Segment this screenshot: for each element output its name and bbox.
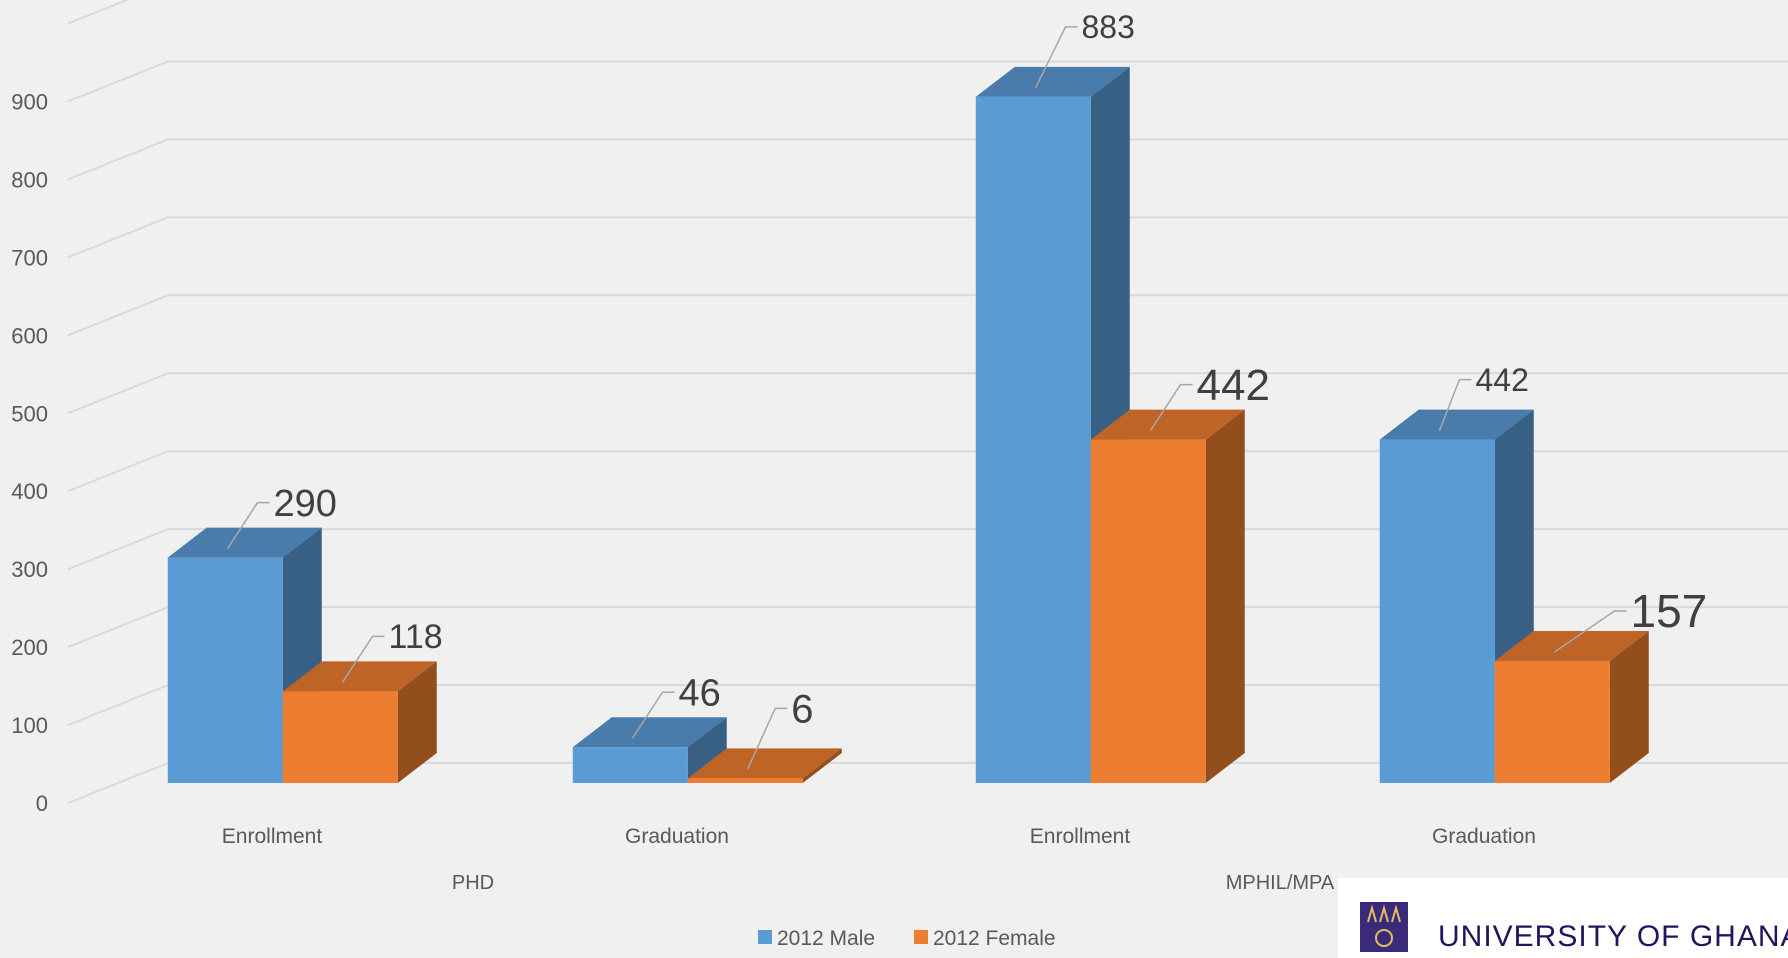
label-leader-line xyxy=(746,707,788,770)
bar-front-face xyxy=(1494,661,1610,783)
x-axis-labels: Enrollment Graduation Enrollment Graduation… xyxy=(222,825,1536,894)
data-label: 442 xyxy=(1476,362,1529,398)
university-emblem-icon xyxy=(1360,902,1408,952)
bar-front-face xyxy=(282,691,398,783)
legend: 2012 Male 2012 Female xyxy=(758,927,1056,950)
bar-side-face xyxy=(687,717,727,783)
data-label: 46 xyxy=(679,673,721,715)
data-label: 290 xyxy=(274,483,337,525)
bar-female xyxy=(282,661,437,783)
gridline xyxy=(67,60,1788,103)
bar-top-face xyxy=(687,748,842,779)
bar-front-face xyxy=(687,778,803,783)
bar-front-face xyxy=(167,557,283,783)
y-tick-label: 300 xyxy=(11,557,48,582)
bar-side-face xyxy=(1205,409,1245,783)
x-group-label: MPHIL/MPA xyxy=(1226,872,1335,894)
bar-top-face xyxy=(282,661,437,692)
bar-female xyxy=(687,748,842,783)
y-axis-ticks: 0 100 200 300 400 500 600 700 800 900 xyxy=(11,89,48,816)
legend-entry: 2012 Male xyxy=(777,927,875,950)
gridline xyxy=(67,528,1788,571)
bar-top-face xyxy=(572,717,727,748)
data-label: 883 xyxy=(1082,9,1135,45)
gridline xyxy=(67,216,1788,259)
label-leader-line xyxy=(1149,383,1193,431)
gridline xyxy=(67,372,1788,415)
label-leader-line xyxy=(631,691,675,739)
bar-front-face xyxy=(1090,439,1206,783)
y-tick-label: 0 xyxy=(36,791,48,816)
bar-male xyxy=(572,717,727,783)
gridlines xyxy=(67,0,1788,804)
legend-swatch xyxy=(758,930,772,944)
bar-female xyxy=(1494,631,1649,783)
y-tick-label: 600 xyxy=(11,323,48,348)
data-label: 118 xyxy=(389,618,443,656)
gridline xyxy=(67,450,1788,493)
y-tick-label: 900 xyxy=(11,89,48,114)
label-leader-line xyxy=(226,501,270,550)
y-tick-label: 100 xyxy=(11,713,48,738)
gridline xyxy=(67,0,130,25)
bar-front-face xyxy=(1379,439,1495,783)
y-tick-label: 500 xyxy=(11,401,48,426)
data-label: 6 xyxy=(791,687,813,731)
label-leader-line xyxy=(1034,26,1078,89)
x-category-label: Graduation xyxy=(625,825,729,848)
bar-front-face xyxy=(975,96,1091,783)
y-tick-label: 800 xyxy=(11,167,48,192)
legend-entry: 2012 Female xyxy=(933,927,1056,950)
label-leader-line xyxy=(1438,378,1472,431)
x-group-label: PHD xyxy=(452,872,494,894)
y-tick-label: 400 xyxy=(11,479,48,504)
bar-female xyxy=(1090,409,1245,783)
bar-top-face xyxy=(1494,631,1649,662)
university-name: UNIVERSITY OF GHANA xyxy=(1438,920,1788,953)
x-category-label: Enrollment xyxy=(222,825,323,848)
bar-top-face xyxy=(1090,409,1245,440)
x-category-label: Graduation xyxy=(1432,825,1536,848)
label-leader-line xyxy=(1554,610,1627,653)
gridline xyxy=(67,138,1788,181)
bar-front-face xyxy=(572,747,688,783)
gridline xyxy=(67,294,1788,337)
y-tick-label: 200 xyxy=(11,635,48,660)
data-label: 442 xyxy=(1197,361,1270,410)
y-tick-label: 700 xyxy=(11,245,48,270)
bar-side-face xyxy=(1609,631,1649,783)
label-leader-line xyxy=(341,635,385,683)
bar-top-face xyxy=(1379,409,1534,440)
bar-top-face xyxy=(167,527,322,558)
data-labels: 290 118 46 6 883 442 442 157 xyxy=(226,9,1708,770)
legend-swatch xyxy=(914,930,928,944)
bar-side-face xyxy=(802,748,842,783)
data-label: 157 xyxy=(1631,585,1708,637)
university-logo: UNIVERSITY OF GHANA xyxy=(1338,878,1788,958)
bar-side-face xyxy=(397,661,437,783)
x-category-label: Enrollment xyxy=(1030,825,1131,848)
bars xyxy=(167,66,1649,783)
bar-top-face xyxy=(975,66,1130,97)
